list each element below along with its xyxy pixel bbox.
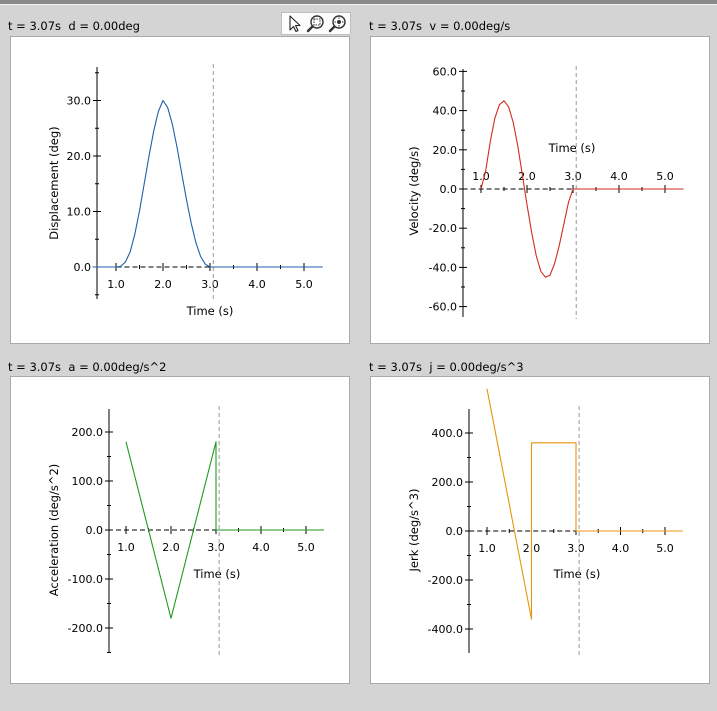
acceleration-series-line [125, 441, 324, 619]
x-axis-title: Time (s) [553, 567, 601, 581]
y-tick-label: -200.0 [428, 574, 463, 587]
x-tick-label: 5.0 [656, 542, 674, 555]
y-tick-label: 200.0 [72, 426, 104, 439]
plot-area: -200.0 -100.0 0.0 100.0 200.0 1.0 2.0 3.0 4.0 5.0… [47, 406, 324, 655]
x-tick-label: 1.0 [107, 278, 125, 291]
zoom-fit-icon[interactable] [328, 14, 348, 33]
y-axis-title: Displacement (deg) [47, 126, 61, 239]
x-tick-label: 1.0 [472, 170, 490, 183]
plot-area: -60.0 -40.0 -20.0 0.0 20.0 40.0 60.0 1.0 2.0 3.0 4… [407, 65, 684, 319]
acceleration-plot[interactable]: -200.0 -100.0 0.0 100.0 200.0 1.0 2.0 3.0 4.0 5.0… [10, 376, 350, 684]
y-tick-label: 30.0 [67, 95, 92, 108]
x-tick-label: 2.0 [162, 541, 180, 554]
x-tick-label: 4.0 [252, 541, 270, 554]
panel-title-jerk: t = 3.07s j = 0.00deg/s^3 [369, 360, 524, 374]
plot-area: 0.0 10.0 20.0 30.0 1.0 2.0 3.0 4.0 5.0 Time (s) Di… [47, 64, 323, 318]
jerk-plot[interactable]: -400.0 -200.0 0.0 200.0 400.0 1.0 2.0 3.0 4.0 5.0… [370, 376, 710, 684]
velocity-series-line [480, 100, 684, 278]
y-axis-title: Velocity (deg/s) [407, 146, 421, 235]
displacement-chart: 0.0 10.0 20.0 30.0 1.0 2.0 3.0 4.0 5.0 Time (s) Di… [47, 64, 323, 318]
y-tick-label: 100.0 [72, 475, 104, 488]
x-tick-label: 5.0 [297, 541, 315, 554]
y-tick-label: -100.0 [68, 573, 103, 586]
y-tick-label: 200.0 [432, 476, 464, 489]
y-tick-label: 0.0 [446, 525, 464, 538]
x-tick-label: 5.0 [295, 278, 313, 291]
x-axis-title: Time (s) [548, 141, 596, 155]
acceleration-chart: -200.0 -100.0 0.0 100.0 200.0 1.0 2.0 3.0 4.0 5.0… [47, 406, 324, 655]
x-tick-label: 4.0 [248, 278, 266, 291]
x-tick-label: 4.0 [612, 542, 630, 555]
y-axis-title: Jerk (deg/s^3) [407, 489, 421, 573]
displacement-series-line [92, 99, 323, 268]
x-tick-label: 2.0 [154, 278, 172, 291]
pointer-icon[interactable] [284, 14, 304, 33]
y-axis-title: Acceleration (deg/s^2) [47, 464, 61, 597]
y-tick-label: 10.0 [67, 206, 92, 219]
displacement-plot[interactable]: 0.0 10.0 20.0 30.0 1.0 2.0 3.0 4.0 5.0 Time (s) Di… [10, 36, 350, 344]
y-tick-label: 0.0 [74, 261, 92, 274]
panel-title-acceleration: t = 3.07s a = 0.00deg/s^2 [8, 360, 167, 374]
x-tick-label: 3.0 [567, 542, 585, 555]
panel-title-displacement: t = 3.07s d = 0.00deg [8, 19, 140, 33]
x-axis-title: Time (s) [186, 304, 234, 318]
jerk-series-line [486, 388, 683, 620]
y-tick-label: 0.0 [86, 524, 104, 537]
zoom-box-icon[interactable] [306, 14, 326, 33]
x-tick-label: 1.0 [117, 541, 135, 554]
y-tick-label: 400.0 [432, 427, 464, 440]
y-tick-label: -400.0 [428, 623, 463, 636]
plot-toolbar [281, 12, 351, 35]
y-tick-label: 20.0 [67, 150, 92, 163]
y-tick-label: -40.0 [429, 261, 457, 274]
x-tick-label: 5.0 [656, 170, 674, 183]
x-tick-label: 1.0 [478, 542, 496, 555]
y-tick-label: 0.0 [440, 183, 458, 196]
velocity-plot[interactable]: -60.0 -40.0 -20.0 0.0 20.0 40.0 60.0 1.0 2.0 3.0 4… [370, 36, 710, 344]
velocity-chart: -60.0 -40.0 -20.0 0.0 20.0 40.0 60.0 1.0 2.0 3.0 4… [407, 65, 684, 319]
y-tick-label: 40.0 [433, 105, 458, 118]
x-tick-label: 3.0 [207, 541, 225, 554]
window-top-border [0, 0, 717, 4]
y-tick-label: 20.0 [433, 144, 458, 157]
panel-title-velocity: t = 3.07s v = 0.00deg/s [369, 19, 511, 33]
x-tick-label: 4.0 [610, 170, 628, 183]
window-top-highlight [0, 4, 717, 5]
y-tick-label: -200.0 [68, 622, 103, 635]
x-axis-title: Time (s) [193, 567, 241, 581]
y-tick-label: 60.0 [433, 65, 458, 78]
y-tick-label: -20.0 [429, 222, 457, 235]
x-tick-label: 2.0 [518, 170, 536, 183]
x-tick-label: 3.0 [564, 170, 582, 183]
x-tick-label: 3.0 [201, 278, 219, 291]
y-tick-label: -60.0 [429, 301, 457, 314]
